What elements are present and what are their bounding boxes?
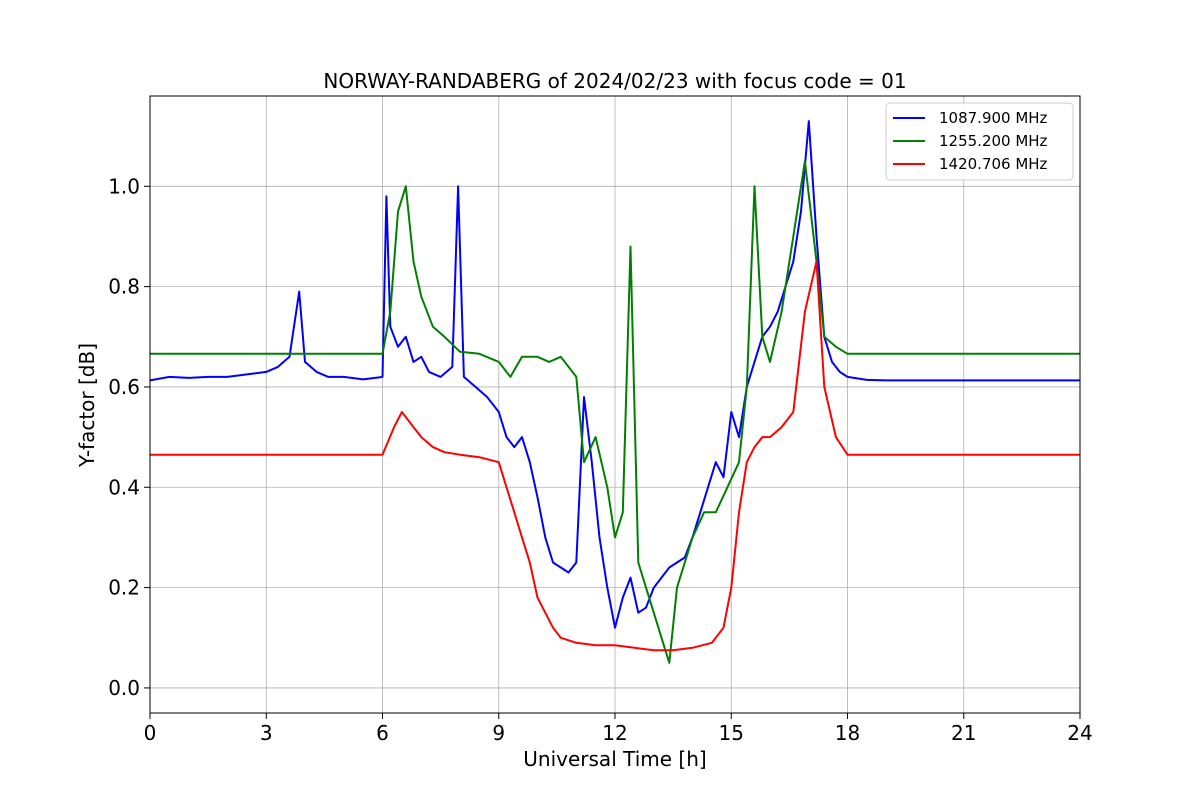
legend-label-1087: 1087.900 MHz (939, 109, 1048, 127)
legend-label-1255: 1255.200 MHz (939, 132, 1048, 150)
y-tick-label: 0.4 (108, 475, 140, 499)
ticks: 0 3 6 9 12 15 18 21 24 0.0 0.2 0.4 0.6 0.8 1.0 (108, 174, 1093, 745)
y-axis-label: Y-factor [dB] (75, 343, 99, 468)
series-group (149, 120, 1080, 664)
legend-box (885, 102, 1074, 181)
x-tick-label: 15 (719, 721, 744, 745)
series-1087-line (149, 120, 1080, 629)
x-tick-label: 9 (492, 721, 505, 745)
x-tick-label: 24 (1067, 721, 1092, 745)
x-tick-label: 3 (260, 721, 273, 745)
y-tick-label: 0.2 (108, 576, 140, 600)
legend: 1087.900 MHz 1255.200 MHz 1420.706 MHz (885, 102, 1074, 181)
y-tick-label: 1.0 (108, 174, 140, 198)
y-tick-label: 0.0 (108, 676, 140, 700)
x-tick-label: 21 (951, 721, 976, 745)
x-tick-label: 6 (376, 721, 389, 745)
x-axis-label: Universal Time [h] (523, 747, 706, 771)
x-tick-label: 0 (144, 721, 157, 745)
x-tick-label: 18 (835, 721, 860, 745)
series-1255-line (150, 160, 1080, 664)
chart-title: NORWAY-RANDABERG of 2024/02/23 with focu… (323, 69, 906, 93)
legend-label-1420: 1420.706 MHz (939, 155, 1048, 173)
series-1420-line (150, 260, 1080, 652)
x-tick-label: 12 (602, 721, 627, 745)
y-tick-label: 0.8 (108, 275, 140, 299)
y-tick-label: 0.6 (108, 375, 140, 399)
